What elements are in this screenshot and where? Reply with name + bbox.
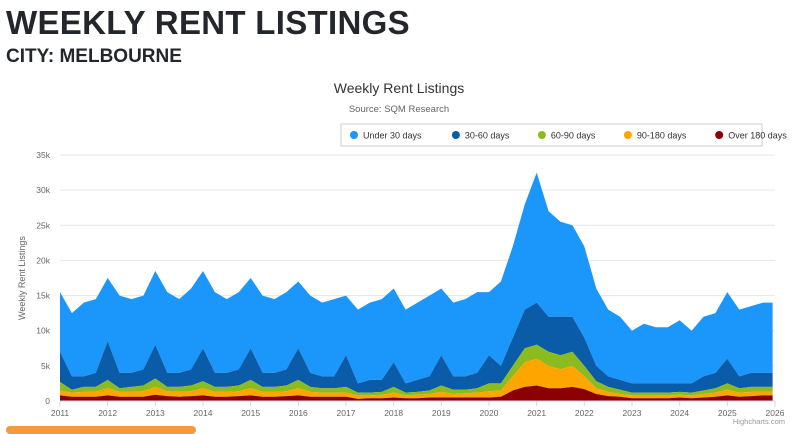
legend-label: 60-90 days <box>551 131 596 141</box>
legend-label: 90-180 days <box>637 131 687 141</box>
y-tick-label: 20k <box>36 255 50 265</box>
legend-item[interactable]: 90-180 days <box>623 131 687 141</box>
legend-label: Over 180 days <box>728 131 787 141</box>
y-tick-label: 0 <box>45 396 50 406</box>
y-tick-label: 5k <box>41 361 51 371</box>
area-30-60-days[interactable] <box>60 302 773 393</box>
x-tick-label: 2025 <box>718 408 737 418</box>
x-tick-label: 2024 <box>670 408 689 418</box>
x-tick-label: 2018 <box>384 408 403 418</box>
legend-marker-icon <box>715 131 724 139</box>
x-tick-label: 2020 <box>480 408 499 418</box>
area-60-90-days[interactable] <box>60 344 773 396</box>
x-tick-label: 2026 <box>766 408 785 418</box>
legend-item[interactable]: Over 180 days <box>715 131 787 141</box>
y-tick-label: 10k <box>36 326 50 336</box>
legend-marker-icon <box>537 131 546 139</box>
y-axis-title: Weekly Rent Listings <box>17 236 27 320</box>
legend-label: 30-60 days <box>465 131 510 141</box>
chart-subtitle: Source: SQM Research <box>349 104 449 115</box>
x-tick-label: 2014 <box>194 408 213 418</box>
x-tick-label: 2023 <box>623 408 642 418</box>
x-tick-label: 2017 <box>337 408 356 418</box>
x-tick-label: 2011 <box>51 408 70 418</box>
y-tick-label: 30k <box>36 185 50 195</box>
legend-marker-icon <box>350 131 358 139</box>
legend-label: Under 30 days <box>363 131 422 141</box>
legend-marker-icon <box>623 131 632 139</box>
x-tick-label: 2016 <box>289 408 308 418</box>
area-under-30-days[interactable] <box>60 172 773 384</box>
y-tick-label: 15k <box>36 291 50 301</box>
area-90-180-days[interactable] <box>60 358 773 399</box>
x-tick-label: 2019 <box>432 408 451 418</box>
chart-legend: Under 30 days 30-60 days 60-90 days 90-180 … <box>340 123 787 147</box>
x-tick-label: 2013 <box>146 408 165 418</box>
legend-item[interactable]: Under 30 days <box>350 131 422 141</box>
x-tick-label: 2021 <box>527 408 546 418</box>
chart-title: Weekly Rent Listings <box>334 80 464 96</box>
x-tick-label: 2012 <box>98 408 117 418</box>
y-tick-label: 25k <box>36 220 50 230</box>
action-button[interactable] <box>6 426 196 434</box>
legend-item[interactable]: 30-60 days <box>451 131 510 141</box>
area-over-180-days[interactable] <box>60 385 773 402</box>
y-tick-label: 35k <box>36 150 50 160</box>
page-heading: WEEKLY RENT LISTINGS <box>6 4 410 41</box>
x-tick-label: 2022 <box>575 408 594 418</box>
city-subheading: CITY: MELBOURNE <box>6 46 182 67</box>
credits-link[interactable]: Highcharts.com <box>733 417 785 426</box>
legend-marker-icon <box>451 131 460 139</box>
legend-item[interactable]: 60-90 days <box>537 131 596 141</box>
x-tick-label: 2015 <box>241 408 260 418</box>
